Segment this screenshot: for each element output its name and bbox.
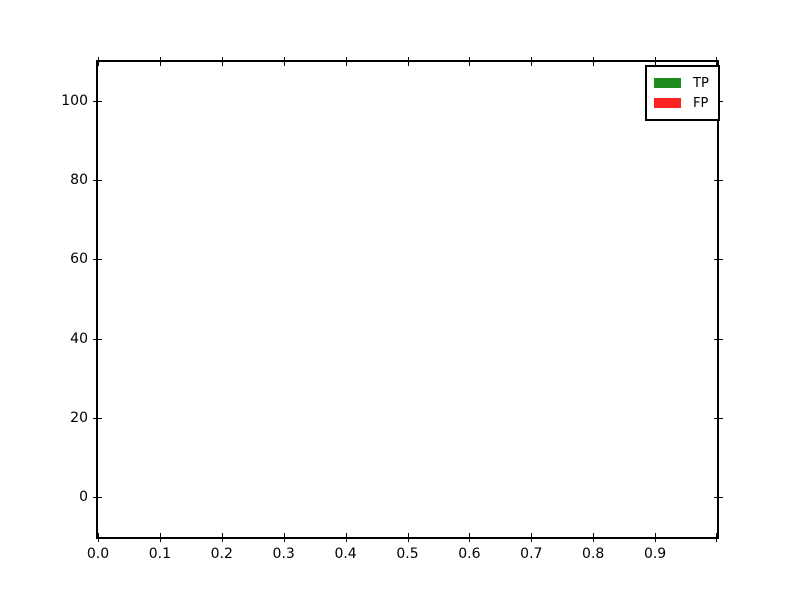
x-tick-mark bbox=[593, 533, 595, 542]
x-tick-mark bbox=[531, 533, 533, 542]
y-tick-mark bbox=[714, 259, 723, 261]
y-tick-label: 0 bbox=[79, 489, 88, 505]
plot-area bbox=[96, 60, 719, 539]
y-tick-label: 80 bbox=[70, 172, 88, 189]
x-tick-label: 0.9 bbox=[643, 546, 667, 562]
y-tick-mark bbox=[714, 497, 723, 498]
x-tick-mark bbox=[98, 533, 99, 542]
x-tick-mark bbox=[283, 533, 285, 542]
x-tick-mark bbox=[407, 533, 409, 542]
x-tick-mark bbox=[407, 57, 409, 66]
x-tick-mark bbox=[159, 57, 161, 66]
x-tick-label: 0.1 bbox=[148, 546, 172, 562]
x-tick-mark bbox=[469, 533, 471, 542]
y-tick-mark bbox=[714, 338, 723, 340]
x-tick-label: 0.2 bbox=[210, 546, 233, 562]
legend: TP FP bbox=[645, 65, 720, 121]
y-tick-label: 100 bbox=[61, 93, 88, 109]
x-tick-mark bbox=[98, 57, 99, 66]
x-tick-label: 0.4 bbox=[334, 546, 357, 562]
legend-item-label: TP bbox=[693, 75, 709, 91]
fp-color-swatch bbox=[654, 98, 681, 108]
y-tick-mark bbox=[93, 180, 102, 182]
x-tick-mark bbox=[283, 57, 285, 66]
y-tick-mark bbox=[93, 259, 102, 261]
y-tick-mark bbox=[93, 497, 102, 498]
x-tick-mark bbox=[716, 57, 717, 66]
y-tick-mark bbox=[714, 417, 723, 419]
y-tick-mark bbox=[93, 101, 102, 102]
y-tick-mark bbox=[714, 180, 723, 182]
y-tick-mark bbox=[93, 338, 102, 340]
legend-item: TP bbox=[654, 74, 709, 92]
x-tick-label: 0.3 bbox=[272, 546, 295, 562]
x-tick-label: 0.8 bbox=[582, 546, 605, 562]
x-tick-label: 0.5 bbox=[396, 546, 419, 562]
y-tick-label: 60 bbox=[70, 251, 88, 268]
x-tick-mark bbox=[159, 533, 161, 542]
x-tick-label: 0.7 bbox=[520, 546, 543, 562]
y-tick-label: 20 bbox=[70, 409, 88, 426]
x-tick-label: 0.6 bbox=[458, 546, 481, 562]
x-tick-mark bbox=[469, 57, 471, 66]
x-tick-mark bbox=[221, 533, 223, 542]
x-tick-mark bbox=[655, 533, 657, 542]
tp-color-swatch bbox=[654, 78, 681, 88]
x-tick-mark bbox=[345, 57, 347, 66]
legend-item: FP bbox=[654, 94, 709, 112]
x-tick-mark bbox=[531, 57, 533, 66]
x-tick-mark bbox=[655, 57, 657, 66]
y-tick-label: 40 bbox=[70, 330, 88, 347]
x-tick-label: 0.0 bbox=[86, 546, 110, 562]
x-tick-mark bbox=[716, 533, 717, 542]
x-tick-mark bbox=[221, 57, 223, 66]
x-tick-mark bbox=[345, 533, 347, 542]
y-tick-mark bbox=[93, 417, 102, 419]
legend-item-label: FP bbox=[693, 95, 709, 111]
x-tick-mark bbox=[593, 57, 595, 66]
